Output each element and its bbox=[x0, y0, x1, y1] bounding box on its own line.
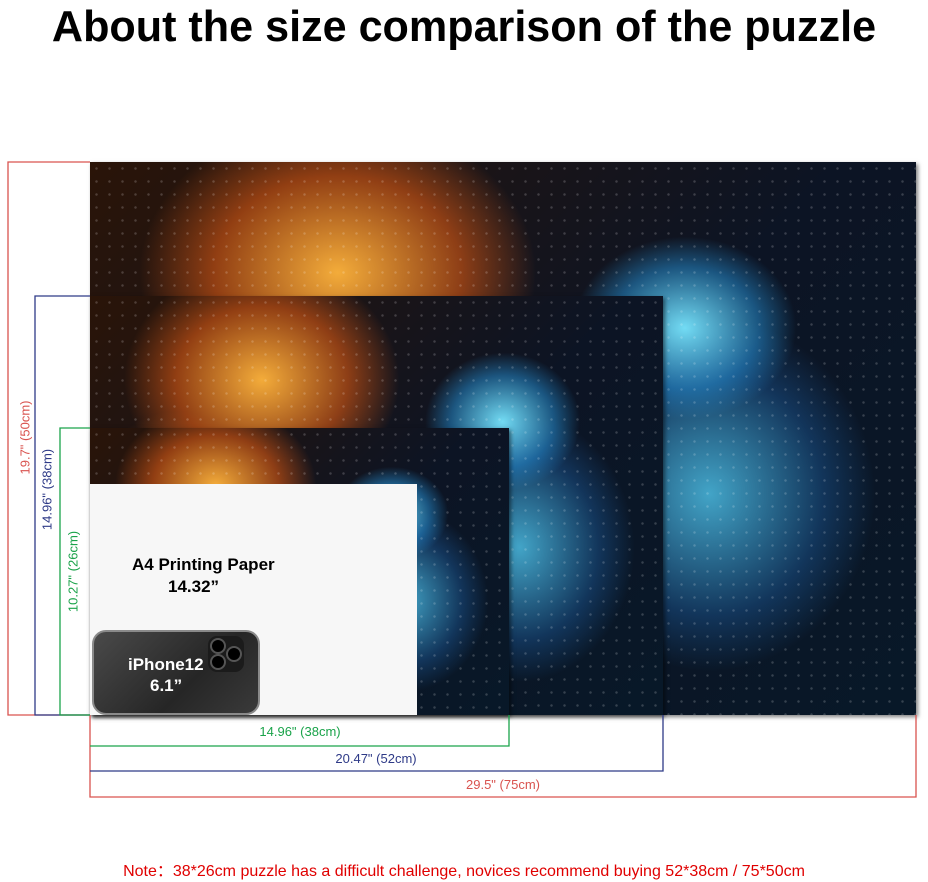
medium-width-line bbox=[90, 715, 664, 772]
small-width-label: 14.96" (38cm) bbox=[259, 724, 341, 739]
paper-size: 14.32” bbox=[168, 577, 220, 596]
small-height-line bbox=[59, 427, 90, 716]
iphone-image bbox=[92, 630, 260, 715]
small-height-label: 10.27" (26cm) bbox=[65, 530, 81, 613]
small-width-line bbox=[90, 715, 510, 747]
note-text: Note：38*26cm puzzle has a difficult chal… bbox=[123, 863, 805, 880]
phone-size: 6.1” bbox=[150, 676, 183, 695]
phone-label: iPhone12 bbox=[128, 655, 204, 674]
large-width-line bbox=[89, 715, 917, 798]
large-width-label: 29.5" (75cm) bbox=[466, 777, 540, 792]
large-height-label: 19.7" (50cm) bbox=[17, 400, 33, 475]
medium-height-label: 14.96" (38cm) bbox=[39, 448, 55, 531]
camera-icon bbox=[208, 636, 244, 672]
medium-width-label: 20.47" (52cm) bbox=[335, 751, 417, 766]
paper-label: A4 Printing Paper bbox=[132, 555, 275, 574]
page-title: About the size comparison of the puzzle bbox=[51, 2, 877, 51]
